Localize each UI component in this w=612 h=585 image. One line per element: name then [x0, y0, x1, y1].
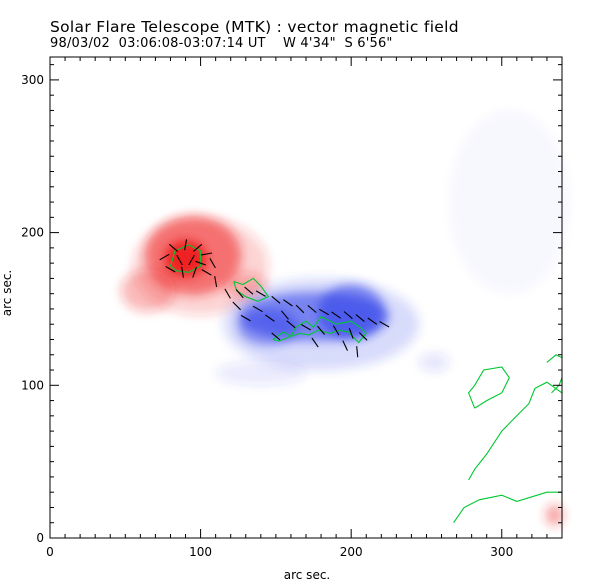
- y-tick-label-300: 300: [21, 73, 44, 87]
- x-tick-label-0: 0: [46, 545, 54, 559]
- field-region-positive-5: [545, 504, 564, 526]
- field-region-negative-10: [418, 353, 450, 372]
- field-vector-35: [342, 340, 348, 351]
- vector-layer: [159, 239, 390, 358]
- field-region-positive-3: [120, 269, 175, 313]
- field-vector-26: [367, 317, 378, 325]
- x-tick-label-200: 200: [340, 545, 363, 559]
- field-vector-1: [184, 239, 188, 251]
- y-axis-label: arc sec.: [0, 270, 14, 316]
- field-vector-20: [295, 304, 305, 314]
- field-vector-12: [159, 253, 170, 261]
- field-vector-5: [188, 255, 195, 266]
- contour-line-6: [546, 354, 563, 363]
- field-vector-4: [176, 255, 183, 266]
- field-vector-10: [201, 269, 212, 276]
- field-vector-7: [165, 266, 176, 273]
- field-vector-24: [343, 311, 353, 320]
- field-vector-22: [319, 308, 330, 316]
- field-vector-19: [283, 299, 293, 307]
- field-vector-37: [271, 332, 281, 341]
- field-vector-28: [286, 320, 296, 329]
- contour-layer: [169, 244, 563, 524]
- field-vector-42: [280, 310, 289, 320]
- field-vector-34: [311, 337, 319, 348]
- field-vector-39: [240, 314, 251, 322]
- axes: 0 100 200 300 0 100 200 300: [21, 56, 563, 559]
- field-vector-8: [181, 266, 185, 278]
- field-vector-36: [356, 346, 359, 358]
- contour-line-0: [169, 244, 202, 273]
- field-layer: [50, 57, 569, 538]
- field-vector-0: [168, 243, 179, 252]
- field-vector-41: [265, 314, 275, 322]
- y-tick-label-200: 200: [21, 226, 44, 240]
- chart-subtitle: 98/03/02 03:06:08-03:07:14 UT W 4'34" S …: [50, 36, 393, 51]
- x-axis-label: arc sec.: [284, 568, 330, 582]
- field-vector-32: [348, 328, 354, 339]
- y-tick-label-0: 0: [36, 531, 44, 545]
- field-vector-13: [214, 276, 218, 287]
- x-tick-label-100: 100: [189, 545, 212, 559]
- contour-line-5: [467, 366, 510, 409]
- field-vector-21: [307, 304, 317, 313]
- field-vector-40: [232, 301, 241, 311]
- field-vector-33: [358, 332, 368, 341]
- field-vector-30: [317, 325, 326, 335]
- field-vector-14: [224, 288, 231, 299]
- field-vector-23: [331, 311, 341, 319]
- field-vector-3: [201, 252, 213, 256]
- field-vector-6: [195, 260, 206, 266]
- field-vector-15: [235, 289, 244, 299]
- field-vector-31: [332, 325, 340, 336]
- contour-line-1: [233, 277, 270, 302]
- field-vector-25: [355, 314, 365, 323]
- x-tick-label-300: 300: [490, 545, 513, 559]
- contour-line-2: [272, 315, 367, 344]
- field-vector-18: [271, 295, 281, 304]
- field-vector-38: [252, 305, 263, 313]
- field-vector-27: [379, 321, 390, 328]
- field-vector-29: [300, 324, 312, 331]
- contour-line-4: [468, 381, 563, 481]
- field-vector-11: [209, 258, 216, 269]
- chart-title: Solar Flare Telescope (MTK) : vector mag…: [50, 18, 459, 36]
- field-vector-2: [193, 243, 203, 252]
- field-region-negative-11: [215, 360, 306, 386]
- field-region-negative-9: [223, 278, 419, 371]
- field-vector-17: [255, 290, 266, 297]
- field-region-negative-12: [449, 110, 569, 293]
- field-vector-9: [192, 266, 197, 278]
- contour-line-3: [453, 491, 562, 524]
- field-vector-16: [244, 286, 254, 295]
- y-tick-label-100: 100: [21, 378, 44, 392]
